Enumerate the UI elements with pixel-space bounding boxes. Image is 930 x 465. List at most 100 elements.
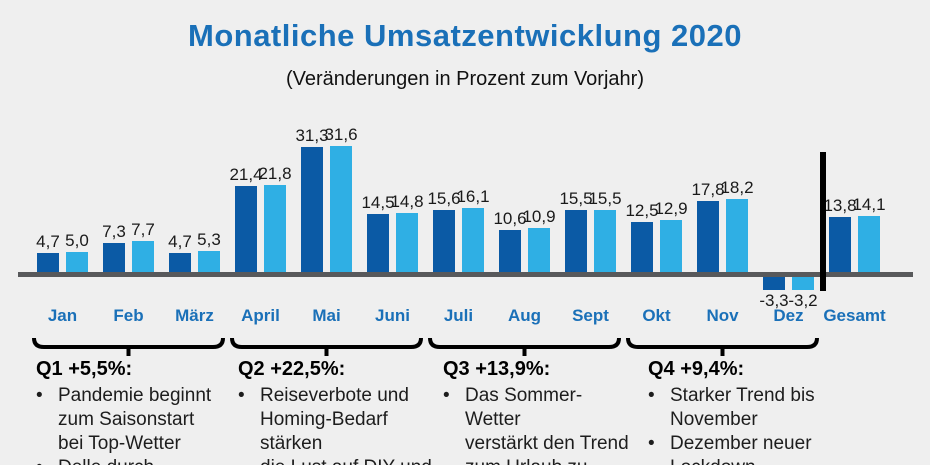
quarter-bullet-item: • Reiseverbote und Homing-Bedarf stärken … (238, 384, 438, 465)
quarter-label: Q4 +9,4%: (648, 358, 745, 380)
bar-dark (763, 277, 785, 290)
quarter-label: Q1 +5,5%: (36, 358, 133, 380)
bar-light (66, 252, 88, 272)
bar-light (792, 277, 814, 290)
quarter-bullet-item: • Das Sommer- Wetter verstärkt den Trend … (443, 384, 643, 465)
bar-value-label: 4,7 (36, 232, 60, 251)
bar-value-label: 16,1 (456, 187, 490, 206)
month-label-nov: Nov (706, 306, 739, 325)
quarter-note-q4: Q4 +9,4%: • Starker Trend bis November • Dez… (648, 358, 848, 465)
bar-dark (301, 147, 323, 272)
bullet-text: Dezember neuer Lockdown (670, 433, 812, 465)
page-title: Monatliche Umsatzentwicklung 2020 (188, 18, 742, 53)
bar-dark (367, 214, 389, 272)
bar-value-label: 15,5 (559, 189, 593, 208)
month-label-dez: Dez (773, 306, 804, 325)
bar-value-label: 31,3 (295, 126, 329, 145)
bullet-dot-icon: • (648, 385, 655, 406)
bar-light (132, 241, 154, 272)
bullet-dot-icon: • (648, 433, 655, 454)
total-separator-line (820, 152, 826, 291)
quarter-bullet-item: • Pandemie beginnt zum Saisonstart bei To… (36, 384, 236, 456)
bar-light (858, 216, 880, 272)
bar-value-label: 15,6 (427, 189, 461, 208)
quarter-note-q3: Q3 +13,9%: • Das Sommer- Wetter verstärkt … (443, 358, 643, 465)
month-label-aug: Aug (507, 306, 542, 325)
month-label-sept: Sept (572, 306, 609, 325)
bullet-dot-icon: • (238, 385, 245, 406)
bar-value-label: 17,8 (691, 180, 725, 199)
month-label-feb: Feb (113, 306, 144, 325)
bar-light (660, 220, 682, 272)
quarter-bullet-item: •Delle durch kurzfristige (36, 456, 236, 465)
bar-light (264, 185, 286, 272)
bar-value-label: 14,8 (390, 192, 424, 211)
bar-dark (169, 253, 191, 272)
bar-value-label: 10,6 (493, 209, 527, 228)
bar-value-label: 12,5 (625, 201, 659, 220)
quarter-label: Q2 +22,5%: (238, 358, 346, 380)
quarter-note-q1: Q1 +5,5%: • Pandemie beginnt zum Saisonsta… (36, 358, 236, 465)
bar-value-label: 13,8 (823, 196, 857, 215)
bullet-text: Reiseverbote und Homing-Bedarf stärken d… (260, 385, 432, 465)
bar-value-label: 14,1 (852, 195, 886, 214)
bullet-text: Das Sommer- Wetter verstärkt den Trend z… (465, 385, 629, 465)
bar-value-label: 10,9 (522, 207, 556, 226)
bar-value-label: 31,6 (324, 125, 358, 144)
bullet-dot-icon: • (36, 456, 58, 465)
bar-dark (235, 186, 257, 272)
bar-light (528, 228, 550, 272)
bar-value-label: 4,7 (168, 232, 192, 251)
bar-light (396, 213, 418, 272)
bar-value-label: 21,8 (258, 164, 292, 183)
quarter-bracket-q3 (428, 337, 621, 356)
quarter-bracket-q2 (230, 337, 423, 356)
bar-dark (37, 253, 59, 272)
bar-value-label: 14,5 (361, 193, 395, 212)
quarter-bullet-item: • Dezember neuer Lockdown (648, 432, 848, 465)
bullet-text: Delle durch kurzfristige (58, 456, 236, 465)
bar-dark (103, 243, 125, 272)
quarter-label: Q3 +13,9%: (443, 358, 551, 380)
bar-value-label: 7,3 (102, 222, 126, 241)
quarter-bullet-item: • Starker Trend bis November (648, 384, 848, 432)
quarter-note-q2: Q2 +22,5%: • Reiseverbote und Homing-Bedar… (238, 358, 438, 465)
bullet-dot-icon: • (443, 385, 450, 406)
bar-value-label: 15,5 (588, 189, 622, 208)
bar-dark (499, 230, 521, 272)
quarter-bracket-q4 (626, 337, 819, 356)
month-label-juni: Juni (375, 306, 410, 325)
bar-dark (565, 210, 587, 272)
month-label-april: April (241, 306, 280, 325)
bar-light (198, 251, 220, 272)
bar-light (594, 210, 616, 272)
bullet-dot-icon: • (36, 385, 43, 406)
bar-value-label: 7,7 (131, 220, 155, 239)
month-label-gesamt: Gesamt (823, 306, 886, 325)
bar-value-label: 18,2 (720, 178, 754, 197)
bar-dark (697, 201, 719, 272)
month-label-jan: Jan (47, 306, 78, 325)
bar-dark (829, 217, 851, 272)
bar-value-label: 12,9 (654, 199, 688, 218)
bar-value-label: -3,3 (759, 291, 789, 310)
x-axis-line (18, 272, 913, 277)
bar-value-label: 21,4 (229, 165, 263, 184)
bar-light (330, 146, 352, 272)
month-label-mai: Mai (312, 306, 341, 325)
quarter-bracket-q1 (32, 337, 225, 356)
bullet-text: Pandemie beginnt zum Saisonstart bei Top… (58, 385, 212, 454)
bar-value-label: 5,0 (65, 231, 89, 250)
bar-dark (631, 222, 653, 272)
bar-light (462, 208, 484, 272)
bar-value-label: 5,3 (197, 230, 221, 249)
bar-dark (433, 210, 455, 272)
bar-value-label: -3,2 (788, 291, 818, 310)
page-subtitle: (Veränderungen in Prozent zum Vorjahr) (286, 68, 644, 90)
month-label-juli: Juli (443, 306, 474, 325)
bar-light (726, 199, 748, 272)
month-label-okt: Okt (642, 306, 671, 325)
bullet-text: Starker Trend bis November (670, 385, 815, 430)
month-label-märz: März (175, 306, 214, 325)
